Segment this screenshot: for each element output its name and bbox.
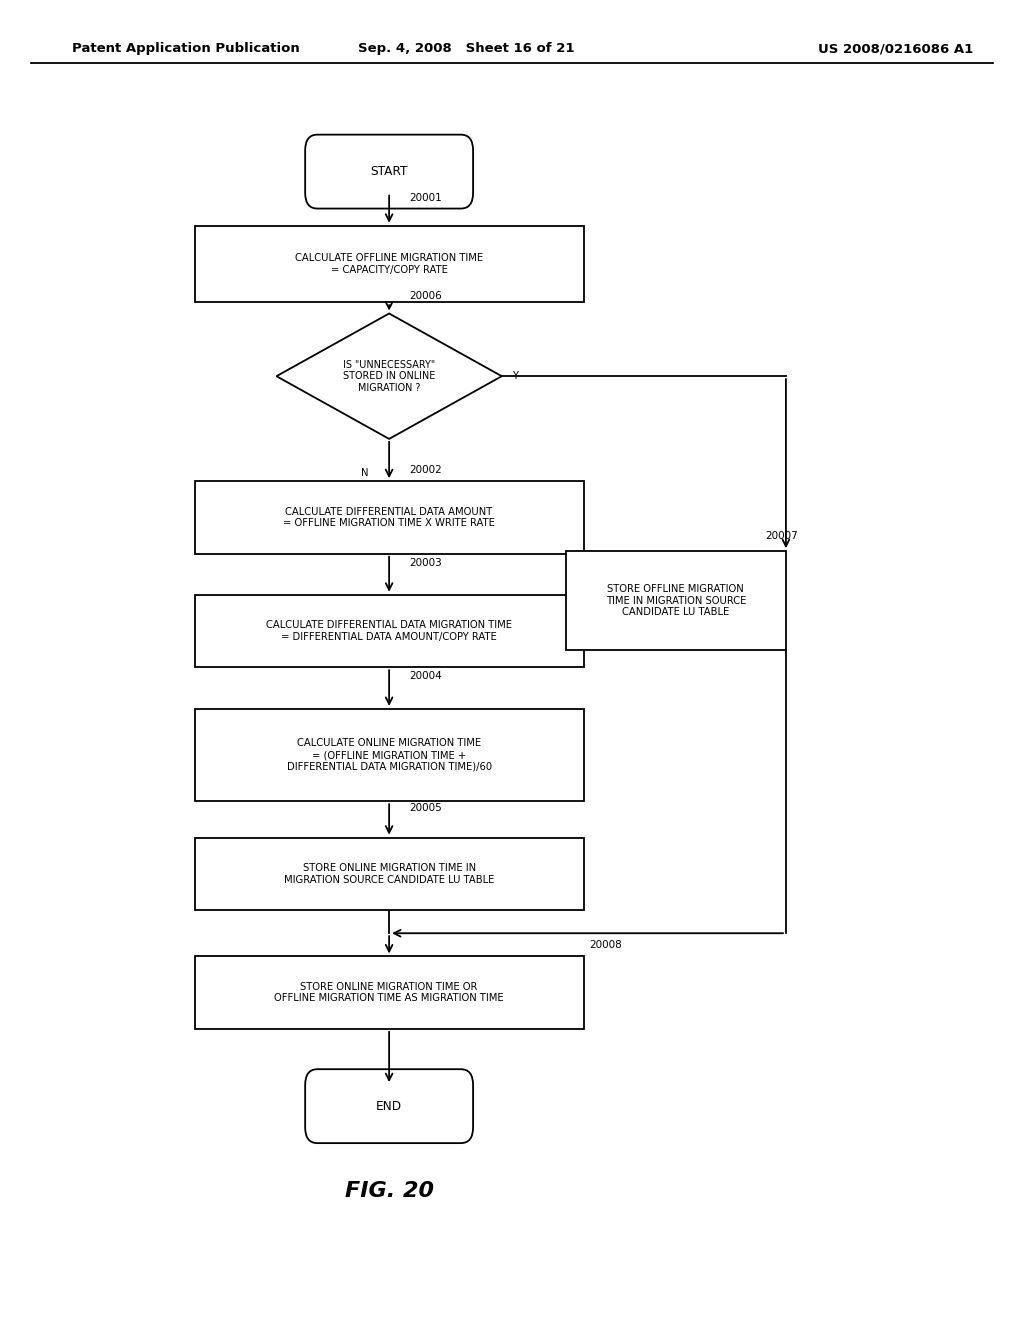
Text: IS "UNNECESSARY"
STORED IN ONLINE
MIGRATION ?: IS "UNNECESSARY" STORED IN ONLINE MIGRAT… [343,359,435,393]
Bar [195,956,584,1030]
Text: Patent Application Publication: Patent Application Publication [72,42,299,55]
Text: STORE ONLINE MIGRATION TIME OR
OFFLINE MIGRATION TIME AS MIGRATION TIME: STORE ONLINE MIGRATION TIME OR OFFLINE M… [274,982,504,1003]
Text: 20002: 20002 [410,466,442,475]
Bar [565,552,786,649]
Text: 20006: 20006 [410,292,442,301]
Text: 20001: 20001 [410,193,442,202]
Text: 20008: 20008 [589,940,622,950]
Bar [195,709,584,801]
Text: Y: Y [512,371,518,381]
Text: STORE OFFLINE MIGRATION
TIME IN MIGRATION SOURCE
CANDIDATE LU TABLE: STORE OFFLINE MIGRATION TIME IN MIGRATIO… [605,583,746,618]
Text: CALCULATE ONLINE MIGRATION TIME
= (OFFLINE MIGRATION TIME +
DIFFERENTIAL DATA MI: CALCULATE ONLINE MIGRATION TIME = (OFFLI… [287,738,492,772]
Bar [195,837,584,911]
Text: STORE ONLINE MIGRATION TIME IN
MIGRATION SOURCE CANDIDATE LU TABLE: STORE ONLINE MIGRATION TIME IN MIGRATION… [284,863,495,884]
Text: START: START [371,165,408,178]
FancyBboxPatch shape [305,1069,473,1143]
Bar [195,480,584,554]
Text: Sep. 4, 2008   Sheet 16 of 21: Sep. 4, 2008 Sheet 16 of 21 [357,42,574,55]
Text: CALCULATE DIFFERENTIAL DATA AMOUNT
= OFFLINE MIGRATION TIME X WRITE RATE: CALCULATE DIFFERENTIAL DATA AMOUNT = OFF… [284,507,495,528]
FancyBboxPatch shape [305,135,473,209]
Text: 20004: 20004 [410,672,442,681]
Bar [195,226,584,302]
Text: 20007: 20007 [766,531,798,541]
Text: CALCULATE DIFFERENTIAL DATA MIGRATION TIME
= DIFFERENTIAL DATA AMOUNT/COPY RATE: CALCULATE DIFFERENTIAL DATA MIGRATION TI… [266,620,512,642]
Text: US 2008/0216086 A1: US 2008/0216086 A1 [817,42,973,55]
Text: N: N [361,469,369,478]
Text: FIG. 20: FIG. 20 [345,1180,433,1201]
Text: 20003: 20003 [410,557,442,568]
Text: END: END [376,1100,402,1113]
Text: 20005: 20005 [410,803,442,813]
Text: CALCULATE OFFLINE MIGRATION TIME
= CAPACITY/COPY RATE: CALCULATE OFFLINE MIGRATION TIME = CAPAC… [295,253,483,275]
Polygon shape [276,314,502,438]
Bar [195,594,584,668]
